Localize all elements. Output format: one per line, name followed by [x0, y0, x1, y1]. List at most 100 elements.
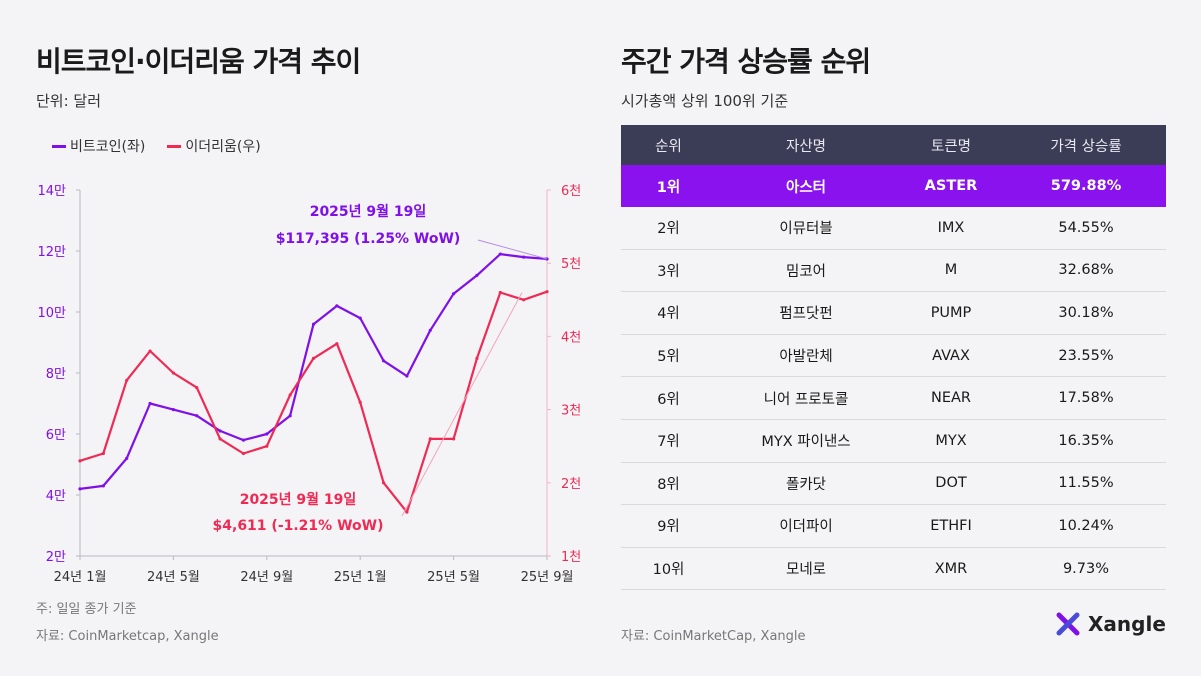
- cell-change: 579.88%: [1050, 178, 1122, 194]
- btc-data-point: [311, 322, 316, 326]
- legend-swatch-btc: [52, 144, 66, 148]
- cell-token: IMX: [937, 219, 965, 236]
- cell-token: MYX: [935, 432, 967, 449]
- x-tick-label: 24년 1월: [54, 570, 107, 585]
- cell-rank: 6위: [657, 391, 680, 408]
- btc-data-point: [218, 429, 222, 433]
- eth-data-point: [428, 437, 432, 441]
- btc-data-point: [241, 438, 246, 442]
- table-row: 9위 이더파이 ETHFI 10.24%: [621, 505, 1166, 548]
- btc-data-point: [148, 401, 152, 406]
- cell-asset: 모네로: [785, 562, 827, 579]
- chart-title: 비트코인·이더리움 가격 추이: [36, 45, 361, 78]
- cell-change: 54.55%: [1058, 219, 1114, 236]
- ranking-table: 순위 자산명 토큰명 가격 상승률 1위 아스터 ASTER 579.88% 2위 이뮤터…: [621, 125, 1166, 591]
- cell-change: 10.24%: [1058, 517, 1114, 534]
- eth-annotation-value: $4,611 (-1.21% WoW): [213, 518, 384, 534]
- table-row: 10위 모네로 XMR 9.73%: [621, 548, 1166, 591]
- btc-data-point: [428, 328, 432, 332]
- btc-series-line: [79, 253, 548, 490]
- btc-data-point: [452, 292, 456, 296]
- right-tick-label: 1천: [561, 550, 581, 565]
- cell-rank: 1위: [656, 179, 681, 196]
- btc-annotation-leader: [477, 239, 548, 260]
- btc-data-point: [78, 487, 82, 491]
- cell-token: AVAX: [932, 347, 970, 364]
- cell-asset: MYX 파이낸스: [761, 434, 851, 451]
- eth-data-point: [335, 342, 339, 346]
- btc-data-point: [405, 374, 409, 378]
- cell-rank: 3위: [657, 263, 680, 280]
- cell-asset: 아스터: [785, 179, 827, 196]
- table-row: 3위 밈코어 M 32.68%: [621, 250, 1166, 293]
- header-change: 가격 상승률: [1050, 138, 1122, 155]
- cell-rank: 2위: [657, 221, 680, 238]
- btc-annotation-value: $117,395 (1.25% WoW): [276, 231, 461, 247]
- eth-data-point: [241, 451, 246, 456]
- cell-token: M: [944, 262, 958, 279]
- cell-rank: 8위: [657, 476, 680, 493]
- cell-asset: 이더파이: [779, 519, 833, 536]
- eth-data-point: [311, 356, 316, 360]
- eth-data-point: [78, 459, 82, 463]
- btc-data-point: [498, 252, 502, 256]
- cell-asset: 아발란체: [779, 349, 833, 366]
- cell-rank: 10위: [652, 562, 685, 579]
- chart-legend: 비트코인(좌) 이더리움(우): [52, 136, 261, 156]
- cell-change: 16.35%: [1058, 432, 1114, 449]
- eth-data-point: [522, 298, 526, 302]
- cell-change: 11.55%: [1058, 475, 1114, 492]
- cell-rank: 9위: [657, 519, 680, 536]
- cell-token: ETHFI: [930, 517, 972, 534]
- x-tick-label: 25년 1월: [334, 570, 387, 585]
- brand-logo: Xangle: [1056, 612, 1166, 636]
- legend-item-btc: 비트코인(좌): [52, 136, 145, 156]
- x-tick-label: 24년 9월: [240, 570, 293, 585]
- cell-change: 17.58%: [1058, 390, 1114, 407]
- cell-rank: 5위: [657, 349, 680, 366]
- header-asset: 자산명: [785, 138, 827, 155]
- table-source: 자료: CoinMarketCap, Xangle: [621, 629, 806, 644]
- left-tick-label: 10만: [37, 306, 66, 321]
- eth-data-point: [358, 400, 362, 404]
- left-tick-label: 14만: [37, 184, 66, 199]
- legend-label-eth: 이더리움(우): [185, 139, 261, 155]
- table-header-row: 순위 자산명 토큰명 가격 상승률: [621, 125, 1166, 165]
- table-title: 주간 가격 상승률 순위: [621, 45, 871, 78]
- legend-swatch-eth: [167, 144, 182, 148]
- right-tick-label: 5천: [561, 257, 581, 272]
- cell-change: 9.73%: [1062, 560, 1110, 577]
- chart-source: 자료: CoinMarketcap, Xangle: [36, 629, 219, 644]
- btc-data-point: [335, 304, 339, 308]
- left-tick-label: 2만: [46, 550, 66, 565]
- right-tick-label: 3천: [561, 404, 581, 419]
- eth-data-point: [288, 393, 292, 397]
- chart-unit: 단위: 달러: [36, 92, 102, 110]
- left-tick-label: 6만: [46, 428, 66, 443]
- eth-data-point: [475, 356, 479, 360]
- cell-asset: 밈코어: [785, 263, 827, 280]
- eth-data-point: [381, 481, 386, 485]
- cell-rank: 4위: [657, 306, 680, 323]
- cell-change: 32.68%: [1058, 262, 1114, 279]
- x-tick-label: 25년 9월: [521, 570, 574, 585]
- btc-data-point: [101, 484, 105, 488]
- x-tick-label: 24년 5월: [147, 570, 200, 585]
- eth-data-point: [405, 510, 409, 514]
- left-tick-label: 12만: [37, 245, 66, 260]
- chart-footnote: 주: 일일 종가 기준: [36, 602, 137, 617]
- header-rank: 순위: [655, 138, 682, 155]
- table-row: 7위 MYX 파이낸스 MYX 16.35%: [621, 420, 1166, 463]
- cell-rank: 7위: [657, 434, 680, 451]
- cell-asset: 펌프닷펀: [779, 306, 833, 323]
- left-tick-label: 8만: [46, 367, 66, 382]
- cell-token: DOT: [935, 475, 967, 492]
- table-row: 5위 아발란체 AVAX 23.55%: [621, 335, 1166, 378]
- table-subtitle: 시가총액 상위 100위 기준: [621, 92, 789, 110]
- table-row: 4위 펌프닷펀 PUMP 30.18%: [621, 292, 1166, 335]
- cell-asset: 폴카닷: [785, 476, 827, 493]
- right-tick-label: 6천: [561, 184, 581, 199]
- btc-data-point: [125, 456, 129, 460]
- header-token: 토큰명: [930, 138, 972, 155]
- eth-annotation-leader: [401, 292, 523, 517]
